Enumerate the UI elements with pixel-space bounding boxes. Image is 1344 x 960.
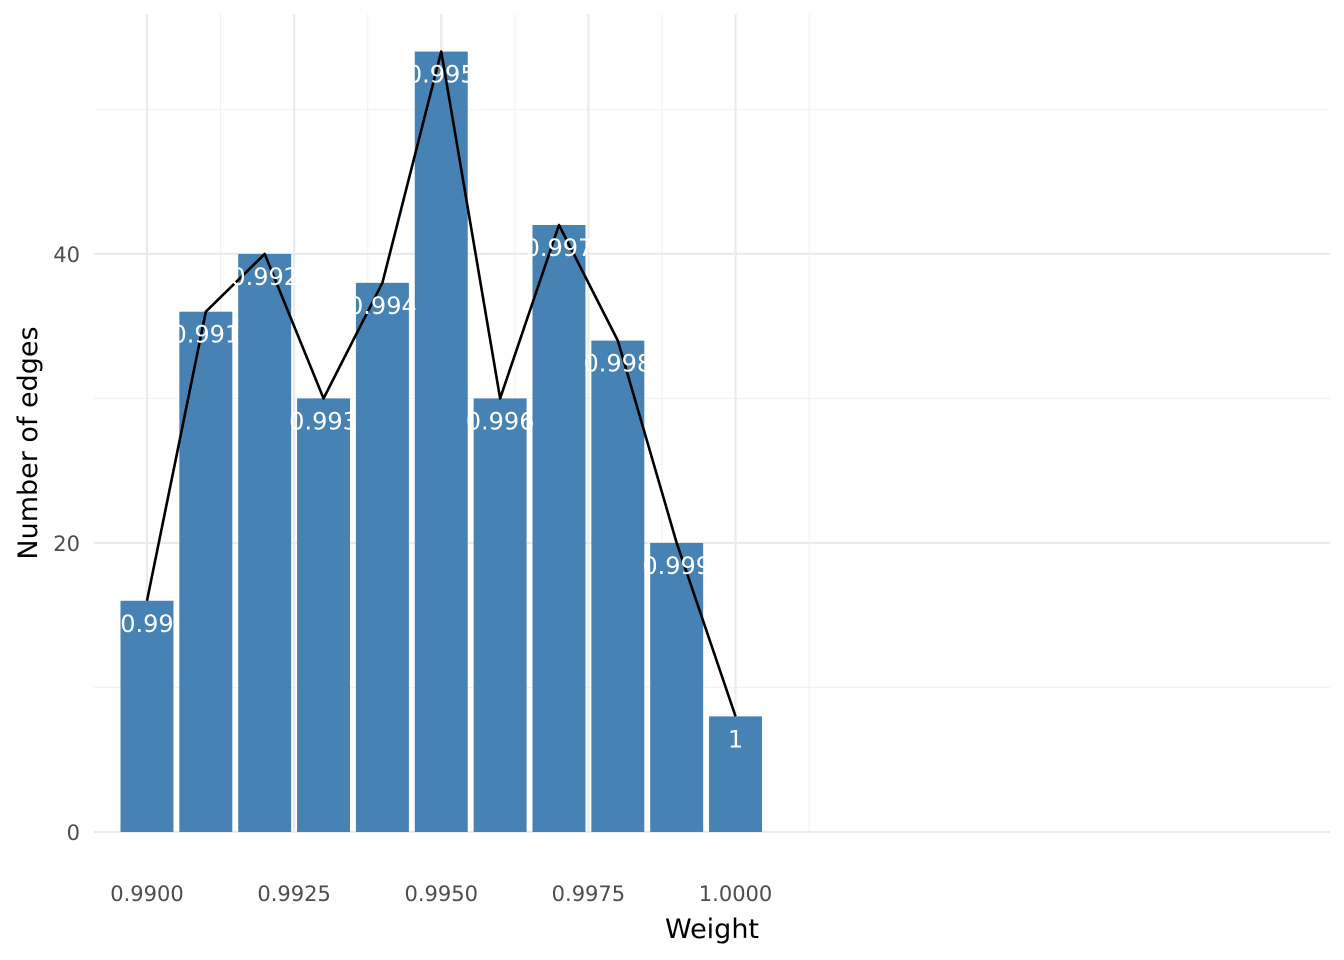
overlay-line: [145, 50, 737, 717]
x-axis-title: Weight: [665, 914, 759, 945]
bar: [297, 398, 351, 832]
x-tick-label: 0.9925: [257, 882, 330, 906]
bar-data-label: 1: [728, 725, 743, 753]
bar-data-label: 0.991: [171, 321, 240, 349]
bar: [414, 51, 468, 832]
y-tick-label: 0: [67, 821, 80, 845]
bar: [179, 311, 233, 833]
bar-data-label: 0.993: [289, 407, 358, 435]
bar: [473, 398, 527, 832]
bar-data-label: 0.992: [230, 263, 299, 291]
y-axis-ticks: 0 20 40: [53, 243, 80, 845]
y-axis-title: Number of edges: [13, 326, 44, 559]
bar-data-label: 0.99: [120, 610, 173, 638]
bar-labels: 0.99 0.991 0.992 0.993 0.994 0.995 0.996 0.997 0…: [120, 61, 743, 754]
bar: [591, 340, 645, 832]
bar-data-label: 0.995: [407, 61, 476, 89]
bar-data-label: 0.996: [466, 407, 535, 435]
bar: [238, 253, 292, 832]
bar-data-label: 0.997: [525, 234, 594, 262]
x-axis-ticks: 0.9900 0.9925 0.9950 0.9975 1.0000: [110, 882, 772, 906]
bar: [709, 716, 763, 832]
x-tick-label: 1.0000: [699, 882, 772, 906]
bar: [650, 542, 704, 832]
bar-data-label: 0.994: [348, 292, 417, 320]
bars: [120, 51, 763, 833]
bar: [355, 282, 409, 832]
series-line: [145, 50, 737, 717]
bar: [532, 225, 586, 832]
axes: 0 20 40 0.9900 0.9925 0.9950 0.9975 1.0000 Wei…: [13, 243, 772, 945]
x-tick-label: 0.9950: [405, 882, 478, 906]
x-tick-label: 0.9975: [552, 882, 625, 906]
x-tick-label: 0.9900: [110, 882, 183, 906]
y-tick-label: 40: [53, 243, 80, 267]
bar-data-label: 0.999: [642, 552, 711, 580]
y-tick-label: 20: [53, 532, 80, 556]
bar: [120, 600, 174, 832]
bar-data-label: 0.998: [583, 350, 652, 378]
